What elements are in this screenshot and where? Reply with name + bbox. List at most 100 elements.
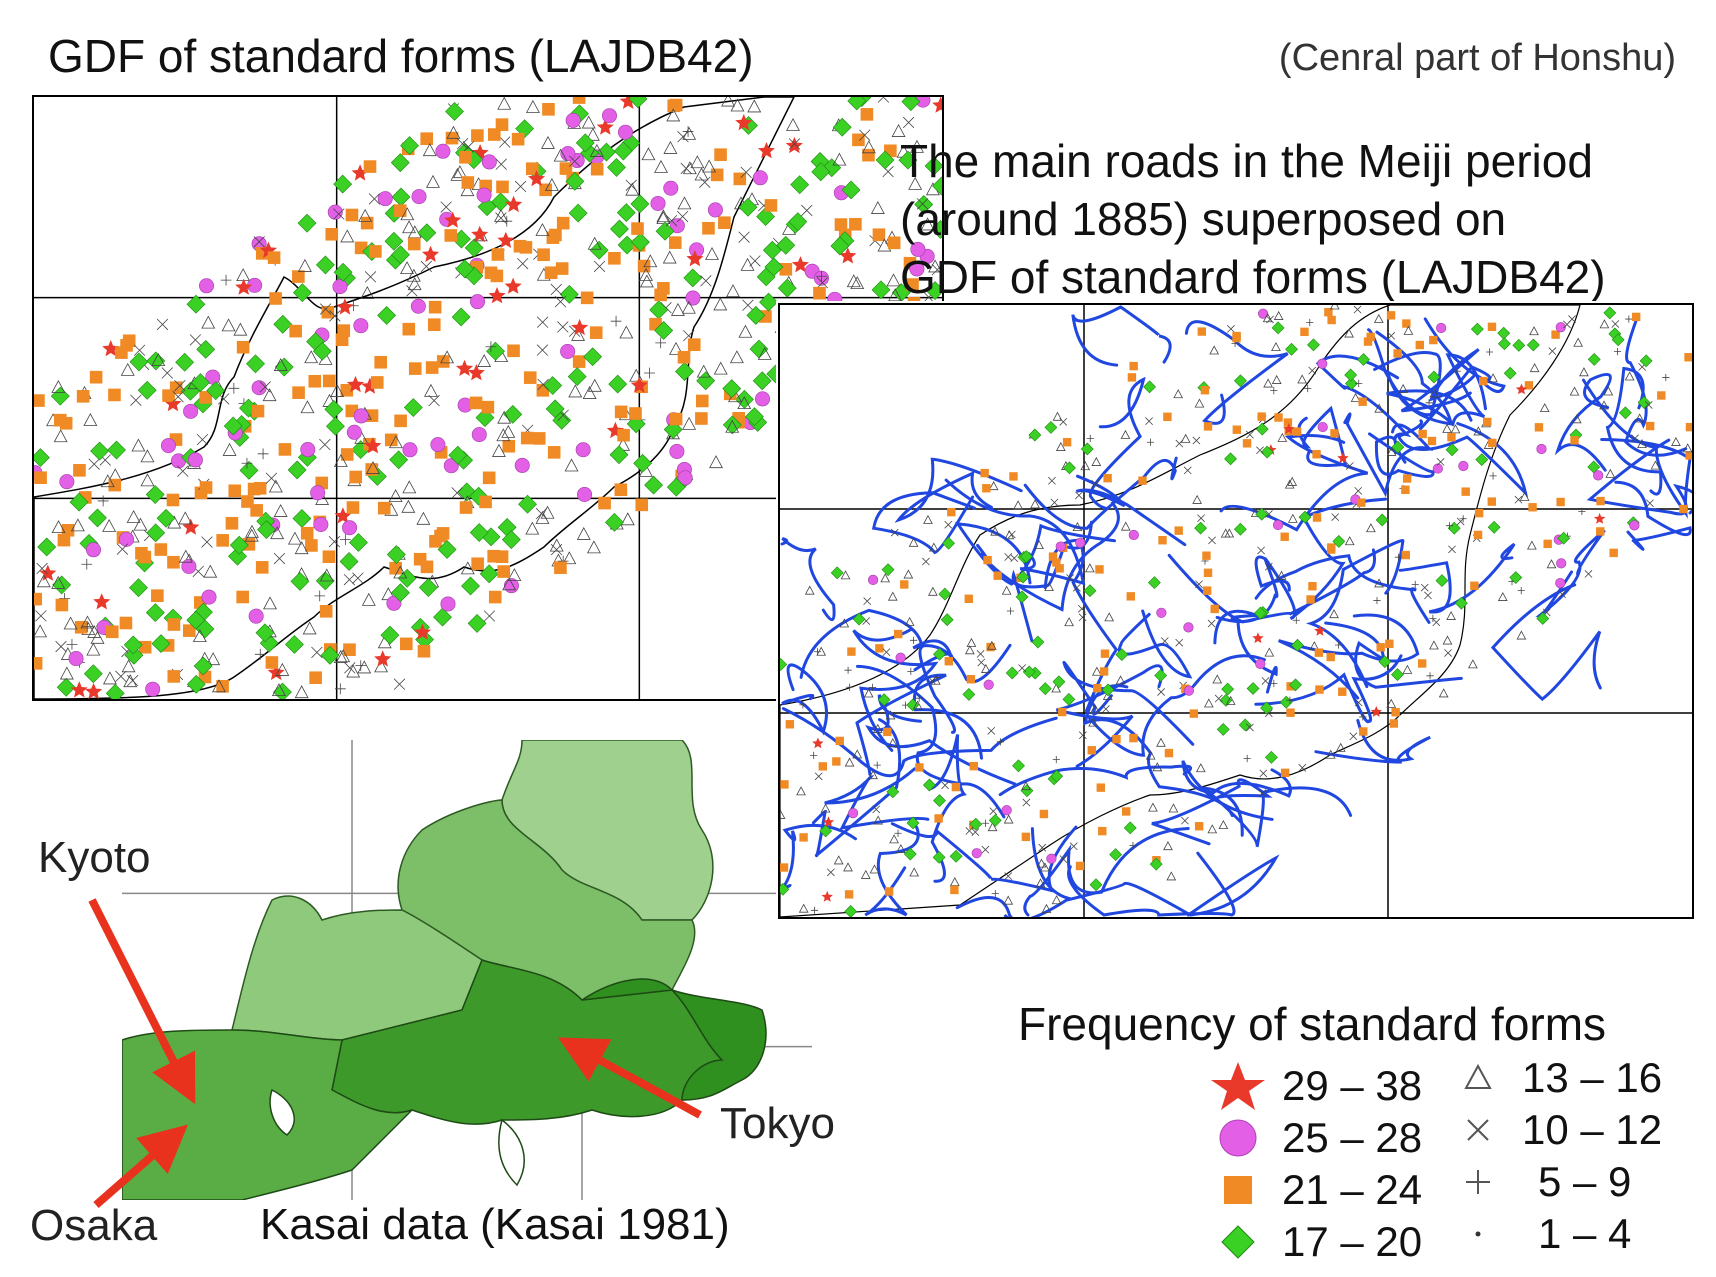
map-symbol	[1009, 472, 1018, 481]
map-symbol	[780, 882, 790, 896]
map-symbol	[1425, 399, 1433, 407]
map-symbol	[1366, 332, 1375, 342]
map-symbol	[313, 516, 329, 532]
map-symbol	[1563, 320, 1571, 329]
map-symbol	[1401, 485, 1410, 494]
map-symbol	[222, 442, 237, 456]
map-symbol	[502, 439, 516, 453]
map-symbol	[1034, 540, 1044, 550]
figure-title: GDF of standard forms (LAJDB42)	[48, 30, 754, 82]
map-symbol	[39, 564, 57, 581]
map-symbol	[1487, 520, 1501, 534]
map-symbol	[1605, 468, 1616, 478]
road-line	[1343, 412, 1434, 498]
map-symbol	[497, 97, 512, 110]
map-symbol	[788, 212, 808, 232]
map-symbol	[1483, 417, 1492, 427]
map-symbol	[886, 273, 901, 287]
map-symbol	[895, 843, 906, 853]
map-symbol	[407, 277, 422, 291]
map-symbol	[1291, 638, 1304, 652]
map-symbol	[944, 657, 953, 666]
map-symbol	[1013, 500, 1023, 510]
map-symbol	[1432, 618, 1441, 627]
map-symbol	[1006, 607, 1015, 615]
road-line	[864, 825, 920, 917]
road-line	[1398, 542, 1516, 614]
map-symbol	[722, 379, 742, 399]
road-line	[1375, 330, 1473, 427]
map-symbol	[51, 520, 66, 534]
map-symbol	[1461, 487, 1470, 496]
map-symbol	[343, 643, 356, 656]
map-symbol	[903, 569, 914, 579]
map-symbol	[83, 412, 98, 426]
map-symbol	[1516, 630, 1527, 640]
map-symbol	[497, 410, 512, 424]
map-symbol	[413, 552, 427, 566]
road-line	[871, 491, 976, 555]
map-symbol	[633, 453, 653, 473]
map-symbol	[464, 238, 484, 258]
map-symbol	[34, 394, 45, 407]
map-symbol	[883, 727, 892, 737]
legend-items: 29 – 38 25 – 28 21 – 24 17 – 20 13 – 16	[1018, 1052, 1708, 1272]
map-symbol	[657, 282, 670, 295]
map-symbol	[1611, 320, 1620, 328]
map-symbol	[696, 364, 711, 378]
map-symbol	[663, 180, 679, 196]
map-symbol	[51, 379, 66, 393]
map-symbol	[830, 236, 850, 256]
map-symbol	[1420, 583, 1429, 592]
map-symbol	[420, 260, 433, 273]
map-symbol	[186, 610, 206, 630]
map-symbol	[1101, 683, 1115, 697]
map-symbol	[1358, 397, 1367, 406]
map-symbol	[1354, 486, 1363, 495]
map-symbol	[557, 321, 569, 333]
map-symbol	[1121, 807, 1131, 816]
map-symbol	[342, 520, 358, 536]
map-symbol	[1062, 437, 1072, 447]
map-symbol	[1517, 587, 1525, 595]
map-symbol	[832, 117, 852, 137]
map-symbol	[752, 170, 768, 186]
legend-item-5-9: 5 – 9	[1448, 1156, 1631, 1208]
map-symbol	[88, 508, 107, 528]
map-symbol	[1055, 564, 1064, 573]
map-symbol	[990, 526, 1000, 536]
map-symbol	[1197, 327, 1207, 336]
map-symbol	[589, 326, 603, 339]
map-symbol	[1325, 749, 1336, 759]
map-symbol	[1644, 401, 1653, 409]
map-symbol	[844, 905, 858, 917]
map-symbol	[925, 281, 942, 300]
map-symbol	[1072, 583, 1081, 592]
map-symbol	[1312, 513, 1322, 522]
road-line	[1396, 419, 1529, 498]
road-line	[1199, 786, 1353, 848]
map-symbol	[1100, 649, 1110, 658]
map-symbol	[1539, 403, 1550, 413]
map-symbol	[1344, 328, 1354, 338]
map-symbol	[1091, 456, 1102, 466]
map-symbol	[1684, 353, 1692, 362]
map-symbol	[1489, 472, 1497, 480]
map-symbol	[756, 207, 776, 226]
map-symbol	[812, 737, 824, 749]
map-symbol	[123, 635, 143, 655]
road-line	[1213, 609, 1278, 694]
map-symbol	[1527, 540, 1537, 550]
map-symbol	[847, 647, 856, 656]
map-symbol	[1474, 508, 1484, 518]
map-symbol	[844, 666, 852, 674]
map-symbol	[1022, 798, 1031, 807]
map-symbol	[908, 176, 923, 190]
map-symbol	[1195, 763, 1206, 773]
map-symbol	[1021, 781, 1031, 791]
map-symbol	[1573, 337, 1584, 347]
map-symbol	[541, 135, 555, 149]
map-symbol	[427, 318, 441, 331]
map-symbol	[989, 807, 998, 816]
map-symbol	[308, 374, 322, 388]
